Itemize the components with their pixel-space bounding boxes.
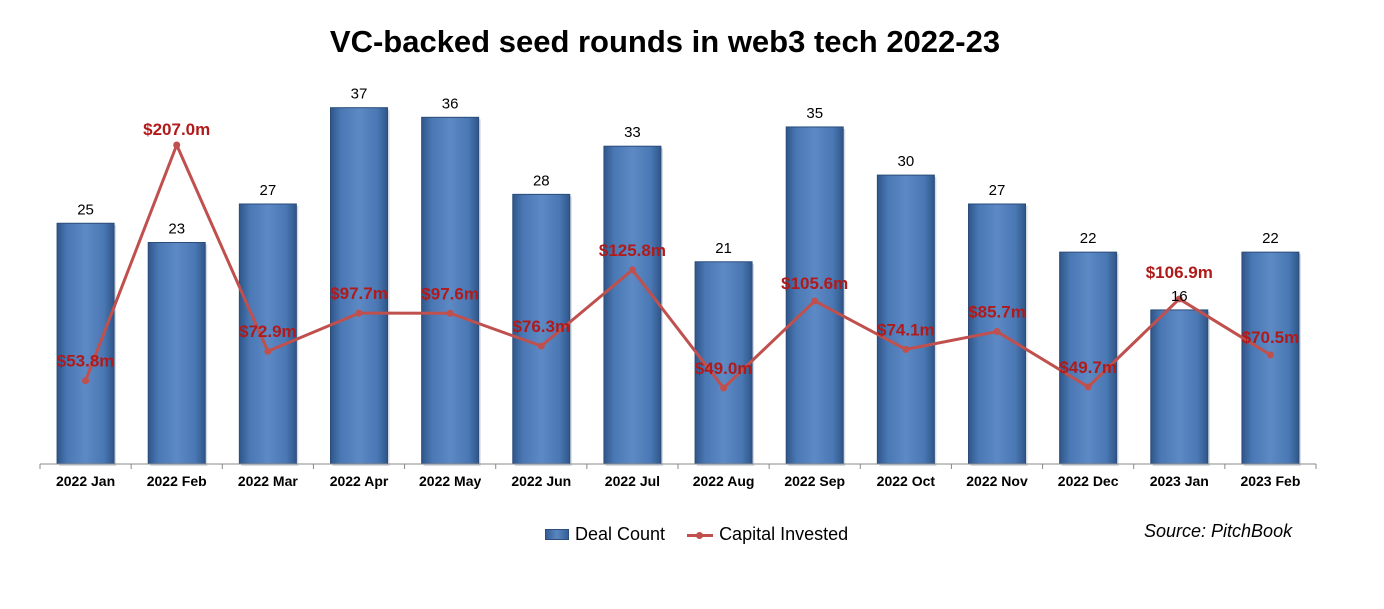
capital-value-label: $207.0m bbox=[143, 120, 210, 139]
legend-item-capital-invested: Capital Invested bbox=[687, 524, 848, 545]
capital-invested-point bbox=[537, 342, 545, 350]
bar-deal-count bbox=[147, 242, 206, 465]
bar-deal-count bbox=[1150, 309, 1209, 465]
bar-value-label: 37 bbox=[351, 86, 368, 103]
capital-value-label: $76.3m bbox=[512, 317, 570, 336]
capital-value-label: $97.7m bbox=[330, 284, 388, 303]
bar-value-label: 27 bbox=[989, 182, 1006, 199]
bar-deal-count bbox=[785, 126, 844, 465]
capital-value-label: $105.6m bbox=[781, 274, 848, 293]
bar-value-label: 21 bbox=[715, 240, 732, 257]
bar-deal-count bbox=[56, 222, 115, 465]
bar-value-label: 35 bbox=[806, 105, 823, 122]
x-tick-label: 2022 Feb bbox=[147, 473, 207, 489]
x-tick-label: 2023 Jan bbox=[1150, 473, 1209, 489]
bar-value-label: 36 bbox=[442, 95, 459, 112]
capital-invested-point bbox=[1266, 351, 1274, 359]
bar-value-label: 25 bbox=[77, 201, 94, 218]
chart-legend: Deal Count Capital Invested bbox=[545, 524, 848, 545]
capital-invested-point bbox=[628, 266, 636, 274]
capital-value-label: $74.1m bbox=[877, 320, 935, 339]
legend-label-deal-count: Deal Count bbox=[575, 524, 666, 544]
capital-value-label: $85.7m bbox=[968, 303, 1026, 322]
x-tick-label: 2022 Jul bbox=[605, 473, 660, 489]
x-tick-label: 2022 Oct bbox=[877, 473, 936, 489]
bar-value-label: 30 bbox=[898, 153, 915, 170]
bar-value-label: 16 bbox=[1171, 288, 1188, 305]
capital-invested-point bbox=[811, 297, 819, 305]
chart-title: VC-backed seed rounds in web3 tech 2022-… bbox=[329, 24, 1001, 59]
capital-value-label: $97.6m bbox=[421, 284, 479, 303]
bar-value-label: 22 bbox=[1262, 230, 1279, 247]
capital-invested-point bbox=[82, 377, 90, 385]
x-tick-label: 2022 Sep bbox=[784, 473, 845, 489]
capital-value-label: $49.7m bbox=[1059, 358, 1117, 377]
capital-value-label: $72.9m bbox=[239, 322, 297, 341]
x-tick-label: 2022 May bbox=[419, 473, 481, 489]
x-tick-label: 2022 Jan bbox=[56, 473, 115, 489]
capital-value-label: $70.5m bbox=[1242, 328, 1300, 347]
capital-invested-point bbox=[902, 345, 910, 353]
legend-label-capital-invested: Capital Invested bbox=[719, 524, 849, 544]
x-tick-label: 2022 Aug bbox=[693, 473, 755, 489]
capital-value-label: $53.8m bbox=[57, 352, 115, 371]
x-tick-label: 2022 Apr bbox=[330, 473, 389, 489]
legend-swatch-bar bbox=[545, 529, 569, 540]
capital-invested-point bbox=[720, 384, 728, 392]
capital-invested-point bbox=[1084, 383, 1092, 391]
legend-swatch-line bbox=[687, 529, 714, 541]
bar-value-label: 33 bbox=[624, 124, 641, 141]
capital-invested-point bbox=[993, 328, 1001, 336]
capital-value-label: $106.9m bbox=[1146, 263, 1213, 282]
x-tick-label: 2022 Mar bbox=[238, 473, 298, 489]
bar-value-label: 27 bbox=[260, 182, 277, 199]
x-tick-label: 2022 Nov bbox=[966, 473, 1028, 489]
capital-invested-line bbox=[84, 143, 1272, 390]
capital-invested-point bbox=[264, 347, 272, 355]
x-tick-label: 2022 Jun bbox=[511, 473, 571, 489]
capital-invested-point bbox=[1175, 295, 1183, 303]
source-note: Source: PitchBook bbox=[1144, 521, 1293, 541]
x-tick-label: 2022 Dec bbox=[1058, 473, 1119, 489]
bar-value-label: 23 bbox=[168, 221, 185, 238]
x-tick-label: 2023 Feb bbox=[1240, 473, 1300, 489]
legend-item-deal-count: Deal Count bbox=[545, 524, 665, 545]
capital-value-label: $125.8m bbox=[599, 241, 666, 260]
capital-invested-point bbox=[355, 309, 363, 317]
bar-value-label: 22 bbox=[1080, 230, 1097, 247]
bar-deal-count bbox=[238, 203, 297, 465]
bar-deal-count bbox=[1059, 251, 1118, 465]
bar-deal-count bbox=[421, 116, 480, 465]
capital-invested-point bbox=[446, 309, 454, 317]
bar-deal-count bbox=[603, 145, 662, 465]
bar-value-label: 28 bbox=[533, 172, 550, 189]
bar-deal-count bbox=[876, 174, 935, 465]
capital-invested-point bbox=[173, 141, 181, 149]
capital-value-label: $49.0m bbox=[695, 359, 753, 378]
bar-deal-count bbox=[330, 107, 388, 465]
